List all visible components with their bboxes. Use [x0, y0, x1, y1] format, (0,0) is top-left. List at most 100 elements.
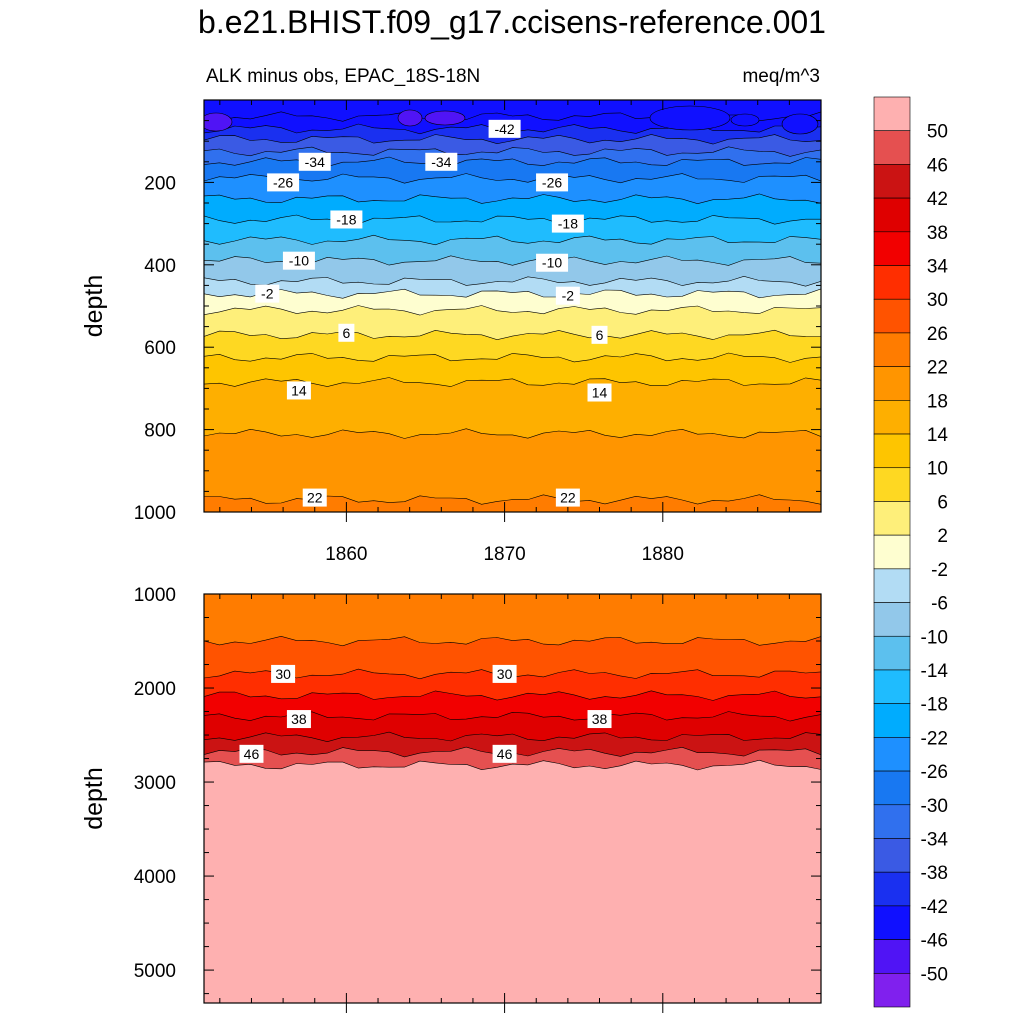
colorbar-label: 18	[927, 391, 948, 412]
colorbar-label: -10	[921, 627, 948, 648]
colorbar-swatch	[873, 231, 911, 266]
upper-contour-line-18	[204, 428, 821, 439]
upper-surface-blob	[781, 113, 819, 135]
contour-label: -26	[267, 173, 300, 192]
colorbar-swatch	[873, 871, 911, 907]
upper-y-tick-label: 800	[144, 421, 176, 442]
colorbar-swatch	[873, 804, 911, 839]
contour-label: 14	[286, 381, 311, 400]
colorbar-swatch	[873, 366, 911, 401]
colorbar-label: -22	[921, 728, 948, 749]
colorbar-label: 10	[927, 459, 948, 480]
upper-band-22	[204, 494, 821, 512]
svg-text:46: 46	[497, 746, 513, 762]
colorbar-label: -38	[921, 863, 948, 884]
chart-subtitle-left: ALK minus obs, EPAC_18S-18N	[206, 66, 480, 87]
svg-text:6: 6	[596, 327, 604, 343]
x-tick-label: 1870	[483, 544, 525, 565]
svg-text:-18: -18	[336, 211, 356, 227]
svg-text:-26: -26	[273, 174, 293, 190]
colorbar-label: -46	[921, 931, 948, 952]
svg-text:30: 30	[497, 666, 513, 682]
colorbar-swatch	[873, 972, 911, 1008]
colorbar-swatch	[873, 265, 911, 300]
upper-surface-blob	[424, 110, 466, 126]
colorbar-swatch	[873, 602, 911, 637]
colorbar-swatch	[873, 770, 911, 806]
lower-y-axis-label: depth	[80, 767, 108, 830]
colorbar-label: -50	[921, 964, 948, 985]
colorbar-label: 6	[937, 492, 948, 513]
colorbar-swatch	[873, 501, 911, 536]
lower-y-tick-label: 4000	[134, 867, 176, 888]
colorbar-swatch	[873, 400, 911, 435]
upper-contour-line--18	[204, 214, 821, 225]
upper-contour-line--14	[204, 234, 821, 246]
colorbar-label: 42	[927, 189, 948, 210]
lower-y-tick-label: 2000	[134, 679, 176, 700]
contour-label: 22	[302, 488, 327, 507]
svg-text:46: 46	[244, 746, 260, 762]
colorbar-swatch	[873, 298, 911, 334]
contour-label: -26	[536, 173, 569, 192]
upper-contour-fills	[204, 100, 821, 512]
colorbar-label: -26	[921, 762, 948, 783]
colorbar-swatch	[873, 164, 911, 199]
contour-label: -34	[298, 152, 331, 171]
colorbar-label: 26	[927, 324, 948, 345]
contour-label: 6	[338, 323, 355, 342]
upper-band-18	[204, 428, 821, 512]
colorbar-swatch	[873, 96, 911, 132]
colorbar-swatch	[873, 669, 911, 704]
contour-label: 38	[286, 710, 311, 729]
lower-contour-line-42	[204, 731, 821, 743]
contour-label: 14	[587, 383, 612, 402]
colorbar-swatch	[873, 905, 911, 940]
contour-label: -10	[536, 253, 569, 272]
svg-text:14: 14	[291, 382, 307, 398]
svg-text:-34: -34	[305, 154, 325, 170]
contour-label: 38	[587, 710, 612, 729]
colorbar-swatch	[873, 635, 911, 671]
colorbar-label: -6	[931, 594, 948, 615]
colorbar-swatch	[873, 737, 911, 772]
colorbar-label: -30	[921, 796, 948, 817]
contour-label: -18	[330, 210, 363, 229]
colorbar-label: 50	[927, 122, 948, 143]
svg-text:-42: -42	[494, 121, 514, 137]
upper-y-tick-label: 200	[144, 173, 176, 194]
contour-label: -34	[425, 152, 458, 171]
colorbar-label: 34	[927, 257, 949, 278]
lower-band-50	[204, 760, 821, 1003]
contour-label: -42	[488, 119, 521, 138]
colorbar-label: 46	[927, 155, 948, 176]
lower-y-tick-label: 3000	[134, 773, 176, 794]
upper-contour-line--34	[204, 146, 821, 157]
upper-surface-blob	[649, 105, 731, 131]
svg-text:22: 22	[560, 490, 576, 506]
colorbar-swatch	[873, 939, 911, 974]
svg-text:22: 22	[307, 490, 323, 506]
colorbar-label: 22	[927, 358, 948, 379]
contour-label: 46	[492, 744, 517, 763]
lower-frame	[203, 593, 822, 1004]
x-tick-label: 1880	[642, 544, 684, 565]
contour-label: -2	[255, 284, 280, 303]
upper-y-tick-label: 600	[144, 338, 176, 359]
chart-title: b.e21.BHIST.f09_g17.ccisens-reference.00…	[198, 4, 826, 40]
upper-contour-line-6	[204, 329, 821, 341]
svg-text:14: 14	[592, 385, 608, 401]
svg-text:-26: -26	[542, 174, 562, 190]
colorbar-swatch	[873, 332, 911, 367]
colorbar-label: 38	[927, 223, 948, 244]
upper-contour-line-10	[204, 352, 821, 363]
lower-contour-line-26	[204, 635, 821, 647]
colorbar-label: 2	[937, 526, 948, 547]
colorbar-swatch	[873, 130, 911, 165]
svg-text:-10: -10	[289, 253, 309, 269]
svg-text:-2: -2	[261, 286, 274, 302]
lower-y-tick-label: 1000	[134, 585, 176, 606]
upper-contour-line--22	[204, 193, 821, 205]
